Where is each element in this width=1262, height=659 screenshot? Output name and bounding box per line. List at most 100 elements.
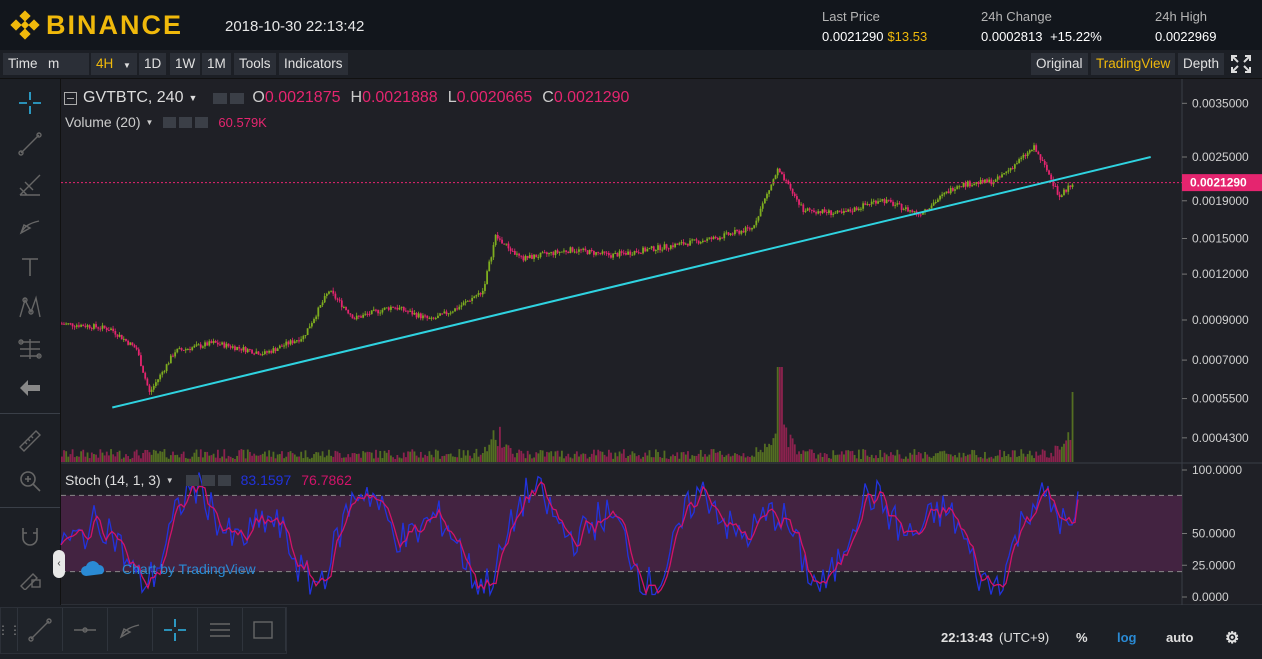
settings-icon[interactable] [201, 474, 215, 486]
minutes-dropdown[interactable]: m ▼ [43, 53, 89, 92]
original-view-button[interactable]: Original [1031, 53, 1088, 75]
fib-tool-icon[interactable] [14, 169, 46, 201]
auto-scale-button[interactable]: auto [1166, 630, 1194, 645]
candle-body [189, 348, 191, 351]
settings-icon[interactable] [179, 116, 193, 128]
volume-bar [629, 454, 632, 462]
drag-handle-icon[interactable]: ⋮⋮ [0, 608, 21, 651]
volume-bar [834, 455, 837, 462]
ruler-icon[interactable] [14, 425, 46, 457]
candle-body [652, 246, 655, 252]
eye-icon[interactable] [185, 474, 199, 486]
candle-body [511, 250, 514, 252]
text-tool-icon[interactable] [14, 251, 46, 283]
collapse-toolbar-handle[interactable]: ‹ [53, 550, 65, 578]
depth-view-button[interactable]: Depth [1178, 53, 1225, 75]
candle-body [680, 242, 683, 244]
chevron-down-icon[interactable]: ▼ [165, 475, 174, 485]
volume-bar [665, 458, 668, 462]
price-axis[interactable]: 0.0035000 0.0025000 0.0019000 0.0015000 0.00… [1182, 96, 1249, 445]
candle-body [293, 341, 296, 344]
status-timezone[interactable]: (UTC+9) [999, 630, 1050, 645]
trendline[interactable] [112, 156, 1151, 409]
volume-bar [565, 456, 568, 462]
volume-bar [699, 449, 702, 462]
volume-bar [422, 457, 424, 462]
candle-body [276, 348, 279, 352]
lock-drawing-icon[interactable] [14, 561, 46, 593]
candle-body [67, 323, 70, 325]
zoom-in-icon[interactable] [14, 465, 46, 497]
percent-scale-button[interactable]: % [1076, 630, 1088, 645]
fullscreen-icon[interactable] [1230, 54, 1252, 74]
log-scale-button[interactable]: log [1117, 630, 1137, 645]
symbol-label[interactable]: GVTBTC, 240 [83, 89, 184, 106]
chevron-down-icon[interactable]: ▼ [188, 93, 198, 103]
interval-4h-dropdown[interactable]: 4H ▼ [91, 53, 137, 75]
candle-body [366, 313, 369, 315]
candle-body [727, 232, 730, 235]
volume-bar [915, 454, 918, 462]
arrow-left-icon[interactable] [14, 372, 46, 404]
magnet-icon[interactable] [14, 521, 46, 553]
collapse-icon[interactable] [64, 91, 77, 105]
binance-logo[interactable]: BINANCE [10, 10, 183, 40]
time-button[interactable]: Time [3, 53, 43, 75]
settings-icon[interactable] [230, 92, 245, 104]
candle-body [599, 252, 602, 254]
horizontal-line-icon[interactable] [63, 608, 108, 651]
volume-bar [129, 458, 132, 462]
indicators-button[interactable]: Indicators [279, 53, 348, 75]
close-icon[interactable] [195, 116, 209, 128]
volume-bar [496, 446, 499, 462]
brush-icon[interactable] [14, 210, 46, 242]
pattern-tool-icon[interactable] [14, 292, 46, 324]
interval-1d-button[interactable]: 1D [139, 53, 167, 75]
interval-1w-button[interactable]: 1W [170, 53, 201, 75]
candle-body [1056, 186, 1059, 195]
candle-body [904, 207, 907, 210]
volume-bar [454, 456, 456, 462]
candle-body [528, 255, 531, 259]
volume-bar [723, 456, 726, 462]
parallel-channel-icon[interactable] [198, 608, 243, 651]
gear-icon[interactable]: ⚙ [1225, 630, 1240, 647]
candle-body [883, 199, 886, 204]
volume-bar [511, 453, 514, 462]
stoch-axis[interactable]: 100.0000 50.0000 25.0000 0.0000 [1182, 463, 1242, 604]
volume-bar [362, 451, 365, 462]
chevron-down-icon[interactable]: ▼ [145, 117, 154, 127]
volume-bar [167, 458, 170, 462]
tradingview-view-button[interactable]: TradingView [1091, 53, 1176, 75]
prediction-tool-icon[interactable] [14, 333, 46, 365]
interval-1m-button[interactable]: 1M [202, 53, 231, 75]
candle-body [744, 227, 747, 233]
volume-bar [928, 456, 931, 462]
volume-bar [396, 454, 399, 462]
tradingview-watermark[interactable]: Chart by TradingView [80, 561, 256, 577]
volume-bar [672, 454, 674, 462]
volume-bar [1056, 446, 1059, 462]
candle-body [808, 208, 811, 210]
stoch-label[interactable]: Stoch (14, 1, 3) [65, 472, 161, 488]
candle-body [860, 208, 862, 210]
volume-bar [1067, 432, 1070, 462]
rectangle-tool-icon[interactable] [241, 608, 286, 651]
volume-label[interactable]: Volume (20) [65, 114, 141, 130]
tools-button[interactable]: Tools [234, 53, 276, 75]
close-icon[interactable] [217, 474, 231, 486]
eye-icon[interactable] [213, 92, 228, 104]
volume-bar [323, 457, 326, 462]
eye-icon[interactable] [163, 116, 177, 128]
line-tool-icon[interactable] [18, 608, 63, 651]
candle-body [864, 203, 867, 205]
volume-bar [219, 458, 221, 462]
volume-bar [191, 456, 194, 462]
candle-body [755, 220, 758, 226]
brush-icon[interactable] [108, 608, 153, 651]
crosshair-icon[interactable] [14, 87, 46, 119]
crosshair-icon[interactable] [153, 608, 198, 651]
volume-bar [537, 453, 540, 462]
candle-body [332, 290, 335, 294]
trend-line-icon[interactable] [14, 128, 46, 160]
